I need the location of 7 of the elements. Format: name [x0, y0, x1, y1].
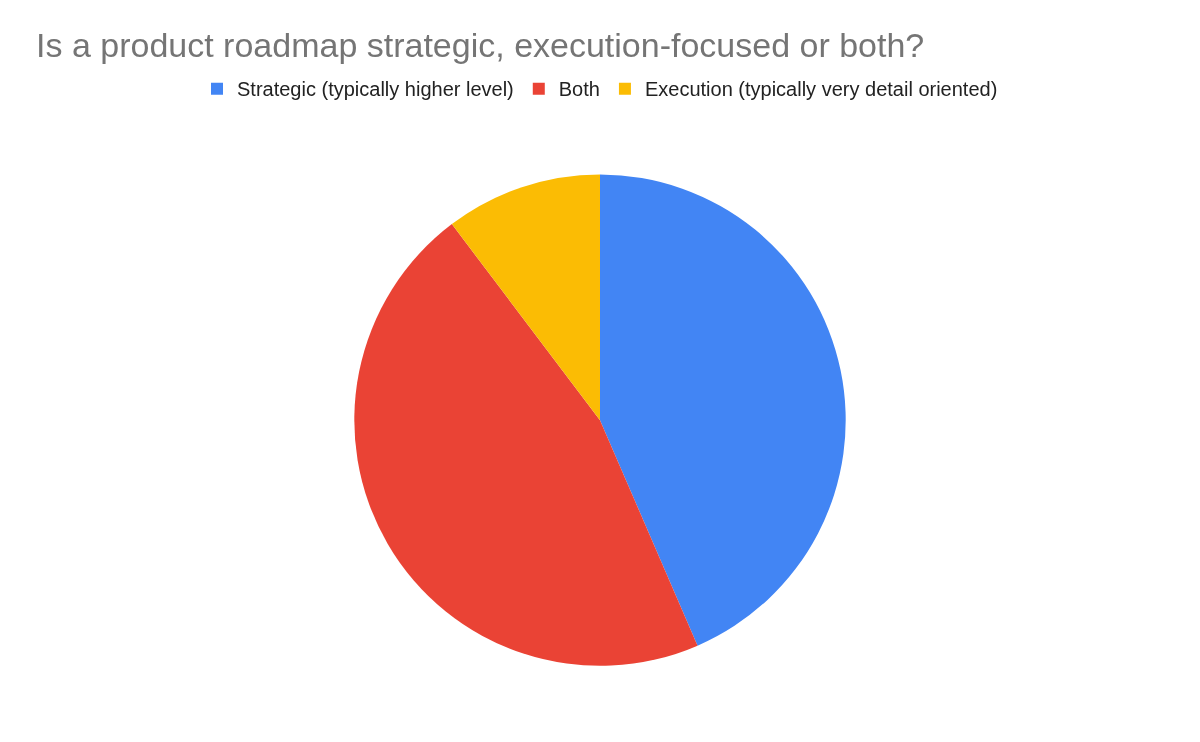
legend-label: Strategic (typically higher level): [237, 78, 514, 101]
pie-slice: [451, 174, 600, 421]
chart-title: Is a product roadmap strategic, execution-focused or both?: [36, 26, 925, 65]
legend-label: Both: [558, 78, 600, 101]
pie-slice: [354, 224, 698, 666]
pie-slice: [600, 174, 846, 646]
legend-label: Execution (typically very detail oriented): [644, 78, 998, 101]
